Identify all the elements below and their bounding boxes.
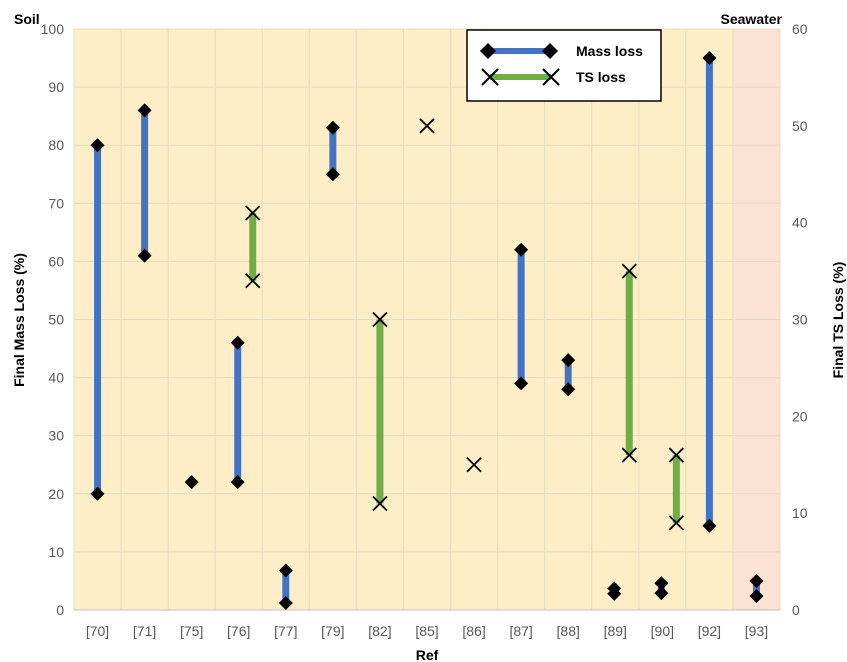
data-point-x (372, 311, 388, 328)
series-mass-loss (90, 51, 764, 611)
legend-mass-loss-label: Mass loss (576, 43, 643, 59)
data-point-diamond (137, 103, 152, 118)
x-tick-label: [87] (509, 623, 532, 639)
y-tick-right: 40 (792, 215, 808, 231)
y-axis-title-left: Final Mass Loss (%) (11, 253, 27, 387)
data-point-diamond (561, 353, 576, 368)
legend-ts-loss-label: TS loss (576, 69, 626, 85)
data-point-x (466, 457, 482, 473)
y-tick-right: 0 (792, 602, 800, 618)
x-tick-label: [93] (745, 623, 768, 639)
legend-item-ts-loss: TS loss (481, 68, 626, 86)
series-ts-loss (245, 118, 684, 531)
data-point-x (245, 205, 261, 221)
region-label-seawater: Seawater (721, 11, 783, 27)
data-point-diamond (278, 563, 293, 578)
data-point-diamond (90, 138, 105, 153)
y-tick-right: 50 (792, 118, 808, 134)
x-tick-label: [85] (415, 623, 438, 639)
y-tick-left: 20 (48, 486, 64, 502)
x-tick-label: [90] (651, 623, 674, 639)
x-tick-label: [89] (604, 623, 627, 639)
x-tick-label: [75] (180, 623, 203, 639)
y-tick-left: 50 (48, 312, 64, 328)
data-point-diamond (230, 475, 245, 490)
data-point-diamond (749, 589, 764, 604)
y-tick-right: 10 (792, 505, 808, 521)
x-tick-label: [76] (227, 623, 250, 639)
y-tick-left: 30 (48, 428, 64, 444)
data-point-x (668, 515, 684, 531)
data-point-x (621, 263, 637, 279)
data-point-diamond (702, 51, 717, 66)
data-point-diamond (325, 120, 340, 135)
y-tick-right: 60 (792, 21, 808, 37)
data-point-diamond (749, 573, 764, 588)
x-tick-label: [71] (133, 623, 156, 639)
data-point-diamond (607, 586, 622, 601)
y-tick-left: 80 (48, 137, 64, 153)
data-point-diamond (325, 167, 340, 182)
data-point-diamond (561, 382, 576, 397)
x-tick-label: [82] (368, 623, 391, 639)
data-point-x (419, 118, 435, 134)
y-axis-title-right: Final TS Loss (%) (830, 262, 846, 379)
data-point-x (372, 495, 388, 512)
y-tick-left: 10 (48, 544, 64, 560)
data-point-diamond (90, 486, 105, 501)
data-point-diamond (702, 518, 717, 533)
x-tick-label: [86] (462, 623, 485, 639)
x-tick-label: [79] (321, 623, 344, 639)
legend-box (466, 29, 662, 102)
data-point-diamond (654, 576, 669, 591)
data-point-x (668, 447, 684, 463)
data-point-diamond (230, 335, 245, 350)
y-tick-right: 20 (792, 408, 808, 424)
data-point-diamond (514, 376, 529, 391)
data-point-diamond (184, 475, 199, 490)
legend: Mass loss TS loss (466, 29, 662, 102)
legend-mass-loss-diamond-right (542, 43, 558, 59)
x-axis-title: Ref (416, 647, 439, 662)
data-point-x (621, 447, 637, 463)
data-point-x (245, 273, 261, 289)
x-tick-label: [88] (557, 623, 580, 639)
x-tick-label: [77] (274, 623, 297, 639)
x-tick-label: [70] (86, 623, 109, 639)
data-point-diamond (654, 586, 669, 601)
data-point-diamond (278, 596, 293, 611)
x-tick-label: [92] (698, 623, 721, 639)
legend-ts-loss-x-left (481, 68, 499, 86)
legend-ts-loss-x-right (542, 68, 560, 86)
y-tick-left: 60 (48, 253, 64, 269)
y-tick-left: 90 (48, 79, 64, 95)
y-tick-left: 40 (48, 370, 64, 386)
data-point-diamond (137, 248, 152, 263)
region-label-soil: Soil (14, 11, 40, 27)
y-tick-left: 0 (56, 602, 64, 618)
y-tick-right: 30 (792, 312, 808, 328)
y-tick-left: 70 (48, 195, 64, 211)
data-point-diamond (514, 242, 529, 257)
y-tick-left: 100 (41, 21, 65, 37)
legend-item-mass-loss: Mass loss (480, 43, 643, 59)
legend-mass-loss-diamond-left (480, 43, 496, 59)
